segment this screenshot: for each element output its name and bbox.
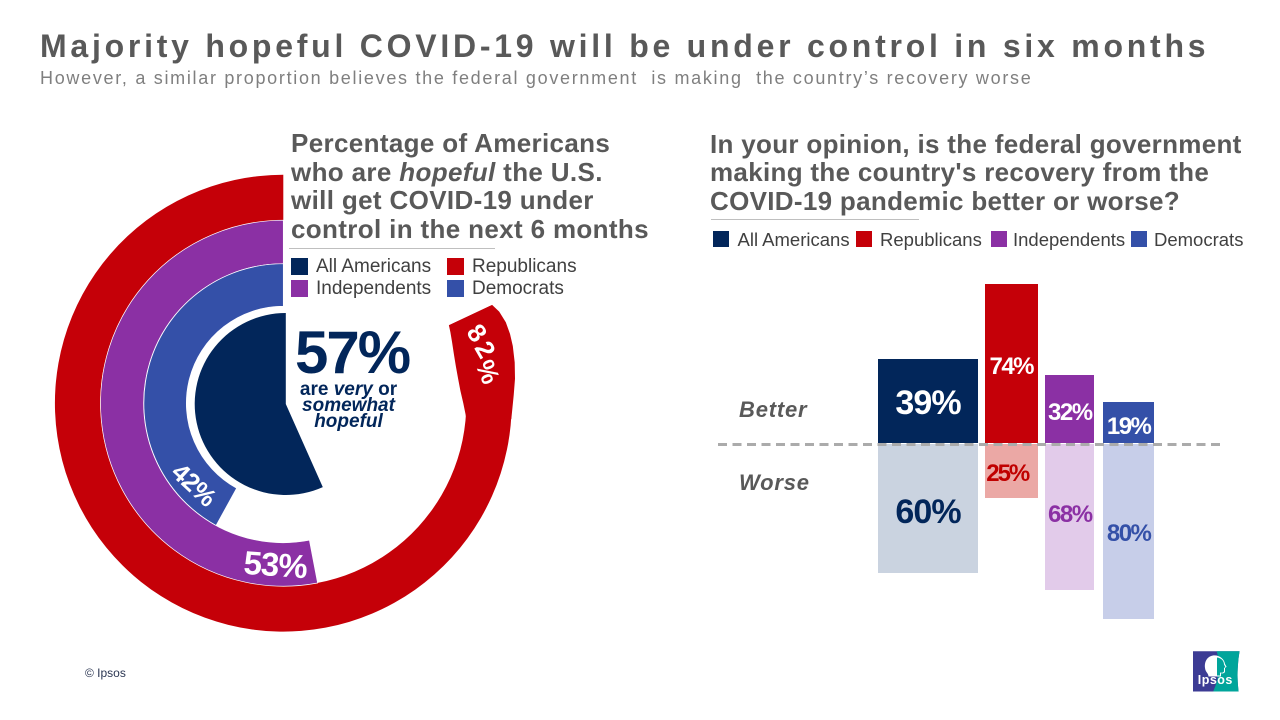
svg-text:53%: 53% [242,544,308,585]
svg-text:Ipsos: Ipsos [1198,673,1233,687]
